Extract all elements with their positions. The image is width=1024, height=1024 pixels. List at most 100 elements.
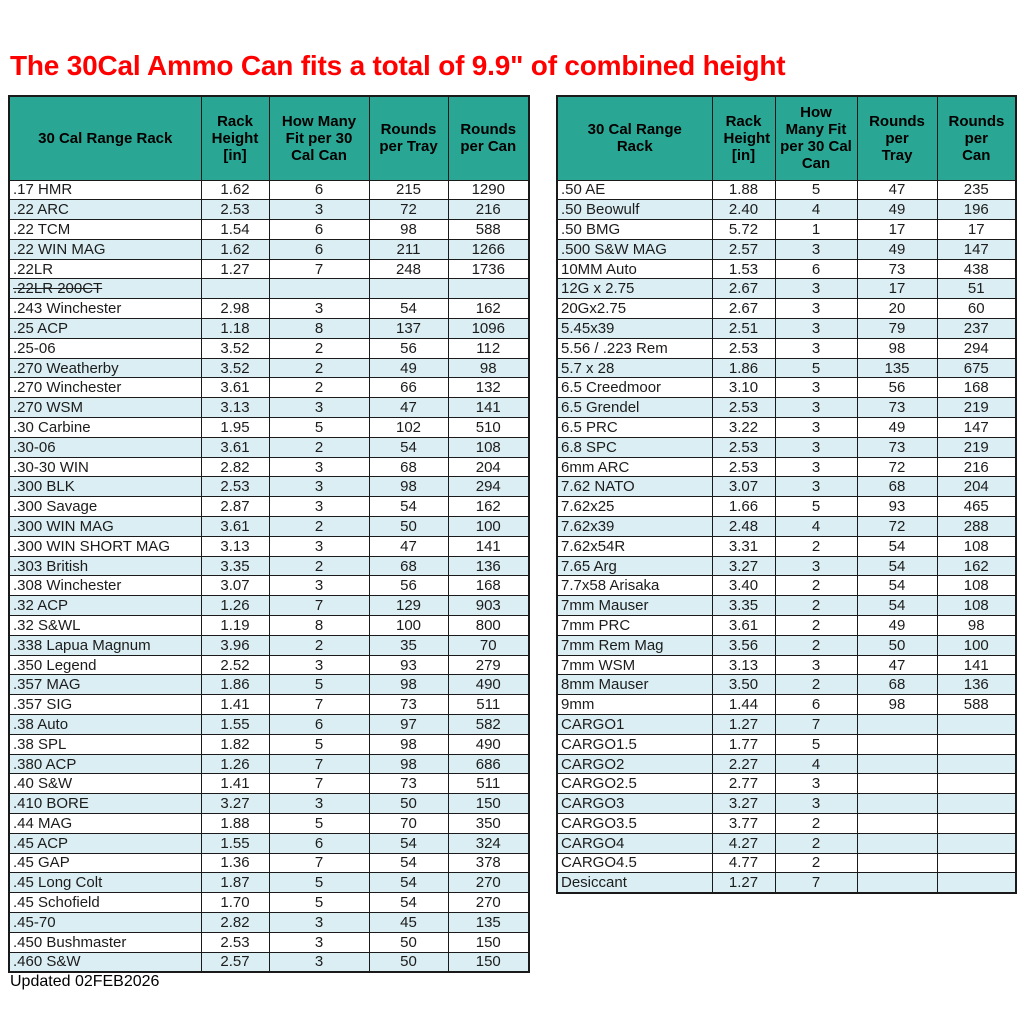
value-cell [856, 832, 938, 854]
value-cell: 1.53 [711, 258, 776, 280]
value-cell: 73 [368, 694, 449, 716]
table-row: .38 Auto 1.55 6 97 582 [8, 714, 530, 735]
value-cell: 2 [774, 535, 858, 557]
value-cell: 324 [447, 832, 530, 854]
value-cell: 49 [856, 238, 938, 260]
table-row: CARGO3.5 3.77 2 [556, 813, 1017, 834]
value-cell: 219 [936, 397, 1017, 419]
value-cell: 98 [368, 219, 449, 240]
table-row: 9mm 1.44 6 98 588 [556, 694, 1017, 716]
value-cell: 215 [368, 179, 449, 201]
caliber-cell: 7mm Mauser [556, 595, 713, 617]
table-row: CARGO4.5 4.77 2 [556, 852, 1017, 874]
table-row: .308 Winchester 3.07 3 56 168 [8, 575, 530, 597]
value-cell: 204 [936, 476, 1017, 498]
value-cell: 6 [268, 832, 370, 854]
value-cell: 1290 [447, 179, 530, 201]
value-cell: 350 [447, 813, 530, 834]
value-cell: 490 [447, 733, 530, 755]
table-row: .50 AE 1.88 5 47 235 [556, 179, 1017, 201]
table-row: 6.8 SPC 2.53 3 73 219 [556, 436, 1017, 458]
table-row: .22LR 1.27 7 248 1736 [8, 258, 530, 280]
value-cell: 50 [368, 793, 449, 814]
value-cell: 1.26 [200, 595, 270, 617]
value-cell: 50 [856, 634, 938, 656]
caliber-cell: 5.7 x 28 [556, 357, 713, 379]
value-cell [268, 278, 370, 300]
value-cell: 3.77 [711, 813, 776, 834]
value-cell: 3 [268, 911, 370, 933]
caliber-cell: 7mm PRC [556, 615, 713, 636]
caliber-cell: .45 ACP [8, 832, 202, 854]
caliber-cell: 8mm Mauser [556, 674, 713, 696]
value-cell: 7 [268, 258, 370, 280]
value-cell: 135 [856, 357, 938, 379]
value-cell: 5 [268, 813, 370, 834]
value-cell: 54 [856, 535, 938, 557]
column-header: Rack Height [in] [200, 95, 270, 181]
caliber-cell: .308 Winchester [8, 575, 202, 597]
value-cell: 2.53 [200, 931, 270, 953]
value-cell: 6 [268, 714, 370, 735]
value-cell: 2.53 [711, 456, 776, 478]
table-row: CARGO1.5 1.77 5 [556, 733, 1017, 755]
value-cell: 511 [447, 773, 530, 795]
value-cell: 100 [936, 634, 1017, 656]
caliber-cell: .22 ARC [8, 199, 202, 221]
value-cell: 588 [936, 694, 1017, 716]
value-cell: 5 [268, 892, 370, 913]
table-row: .380 ACP 1.26 7 98 686 [8, 753, 530, 775]
value-cell [856, 872, 938, 894]
value-cell: 3.56 [711, 634, 776, 656]
value-cell: 5 [774, 496, 858, 518]
caliber-cell: CARGO1 [556, 714, 713, 735]
table-row: .30-30 WIN 2.82 3 68 204 [8, 456, 530, 478]
caliber-cell: .45 Long Colt [8, 872, 202, 894]
caliber-cell: .40 S&W [8, 773, 202, 795]
caliber-cell: .500 S&W MAG [556, 238, 713, 260]
value-cell: 3 [268, 199, 370, 221]
table-row: .500 S&W MAG 2.57 3 49 147 [556, 238, 1017, 260]
value-cell: 378 [447, 852, 530, 874]
value-cell: 4.77 [711, 852, 776, 874]
caliber-cell: .22 TCM [8, 219, 202, 240]
value-cell [936, 832, 1017, 854]
value-cell: 132 [447, 377, 530, 399]
value-cell: 2.57 [200, 951, 270, 973]
caliber-cell: .30-06 [8, 436, 202, 458]
value-cell: 3 [774, 793, 858, 814]
value-cell: 8 [268, 615, 370, 636]
caliber-cell: .38 Auto [8, 714, 202, 735]
table-row: 6mm ARC 2.53 3 72 216 [556, 456, 1017, 478]
value-cell: 162 [447, 298, 530, 320]
value-cell: 3.13 [200, 397, 270, 419]
value-cell: 70 [368, 813, 449, 834]
value-cell: 147 [936, 417, 1017, 438]
value-cell [200, 278, 270, 300]
caliber-cell: 7.62x54R [556, 535, 713, 557]
value-cell: 1.54 [200, 219, 270, 240]
value-cell: 49 [856, 417, 938, 438]
value-cell: 56 [856, 377, 938, 399]
caliber-cell: .45-70 [8, 911, 202, 933]
value-cell [856, 852, 938, 874]
value-cell: 6 [774, 258, 858, 280]
table-row: .303 British 3.35 2 68 136 [8, 555, 530, 577]
value-cell: 108 [936, 595, 1017, 617]
table-row: .44 MAG 1.88 5 70 350 [8, 813, 530, 834]
value-cell: 3.61 [200, 436, 270, 458]
value-cell: 3 [268, 654, 370, 676]
value-cell: 47 [368, 397, 449, 419]
value-cell: 2 [774, 813, 858, 834]
table-row: 8mm Mauser 3.50 2 68 136 [556, 674, 1017, 696]
caliber-cell: 10MM Auto [556, 258, 713, 280]
caliber-cell: .32 ACP [8, 595, 202, 617]
value-cell: 93 [368, 654, 449, 676]
value-cell: 50 [368, 516, 449, 537]
value-cell: 1.86 [200, 674, 270, 696]
value-cell: 150 [447, 931, 530, 953]
table-row: .300 WIN SHORT MAG 3.13 3 47 141 [8, 535, 530, 557]
table-row: .270 Winchester 3.61 2 66 132 [8, 377, 530, 399]
value-cell: 288 [936, 516, 1017, 537]
value-cell: 3.27 [200, 793, 270, 814]
